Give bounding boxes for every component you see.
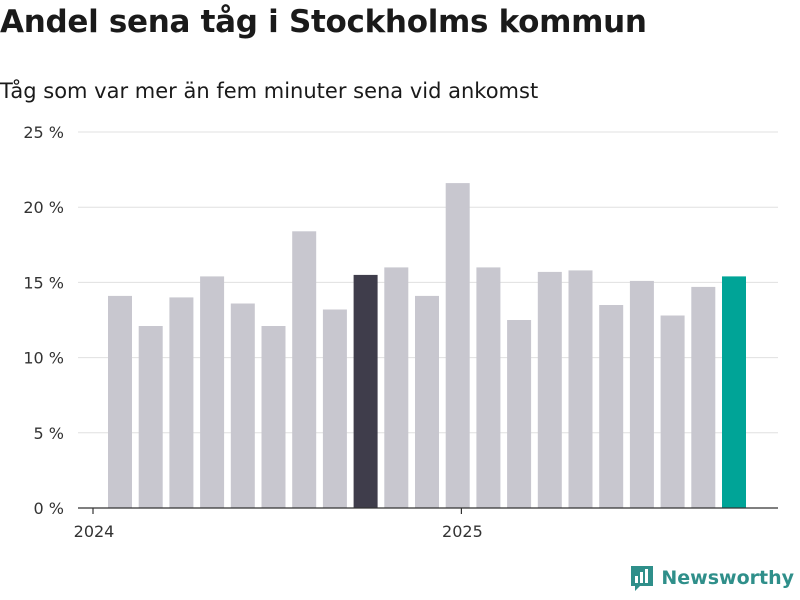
y-tick-label: 20 % bbox=[23, 198, 64, 217]
brand-logo[interactable]: Newsworthy bbox=[629, 564, 794, 592]
y-tick-label: 25 % bbox=[23, 123, 64, 142]
chart-title: Andel sena tåg i Stockholms kommun bbox=[0, 4, 647, 40]
bar[interactable] bbox=[138, 326, 163, 508]
bar[interactable] bbox=[691, 286, 716, 508]
y-tick-label: 10 % bbox=[23, 349, 64, 368]
bar[interactable] bbox=[660, 315, 685, 509]
bar[interactable] bbox=[261, 326, 286, 508]
bar[interactable] bbox=[230, 303, 255, 509]
y-tick-label: 15 % bbox=[23, 273, 64, 292]
newsworthy-logo-icon bbox=[631, 566, 654, 591]
bar[interactable] bbox=[722, 276, 746, 508]
y-tick-label: 5 % bbox=[34, 424, 64, 443]
brand-name: Newsworthy bbox=[661, 567, 794, 589]
bar[interactable] bbox=[476, 267, 501, 508]
bar[interactable] bbox=[353, 274, 378, 508]
x-axis: 2024 2025 bbox=[74, 507, 778, 541]
bar[interactable] bbox=[322, 309, 347, 509]
bar[interactable] bbox=[384, 267, 409, 508]
bar-series bbox=[108, 183, 746, 509]
bar[interactable] bbox=[537, 271, 562, 508]
bar[interactable] bbox=[445, 183, 470, 508]
bar[interactable] bbox=[108, 295, 132, 508]
bar[interactable] bbox=[200, 276, 225, 508]
chart-subtitle: Tåg som var mer än fem minuter sena vid … bbox=[0, 79, 539, 103]
bar[interactable] bbox=[169, 297, 194, 508]
y-axis-ticks: 0 % 5 % 10 % 15 % 20 % 25 % bbox=[23, 123, 64, 518]
x-tick-label: 2025 bbox=[442, 522, 483, 541]
bar[interactable] bbox=[415, 295, 439, 508]
bar[interactable] bbox=[568, 270, 593, 508]
y-tick-label: 0 % bbox=[34, 499, 64, 518]
x-tick-label: 2024 bbox=[74, 522, 115, 541]
bar[interactable] bbox=[292, 231, 317, 509]
bar[interactable] bbox=[599, 305, 624, 508]
bar[interactable] bbox=[507, 320, 532, 508]
bar[interactable] bbox=[629, 280, 654, 508]
